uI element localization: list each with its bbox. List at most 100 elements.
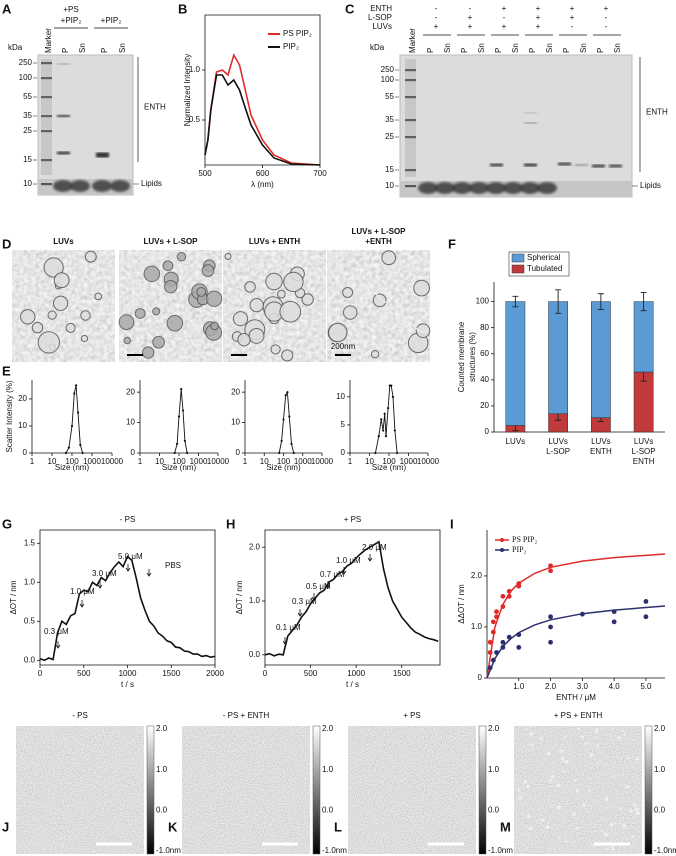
x-axis-label: λ (nm) xyxy=(251,180,274,189)
gel xyxy=(37,54,134,196)
data-point xyxy=(506,634,512,640)
lane-label: P xyxy=(61,48,70,53)
lane-label: P xyxy=(460,48,469,53)
band xyxy=(57,114,70,118)
data-point xyxy=(516,632,522,638)
condition-sign: + xyxy=(604,4,609,13)
annotation-arrowhead xyxy=(125,567,131,572)
x-tick-label: 100 xyxy=(65,457,79,466)
x-tick-label: 100 xyxy=(172,457,186,466)
x-axis-label: Size (nm) xyxy=(266,463,301,472)
vesicle xyxy=(370,349,380,359)
marker-label: 10 xyxy=(23,179,32,188)
marker-band xyxy=(41,159,52,162)
annotation-arrowhead xyxy=(311,596,317,601)
group-label: +PIP₂ xyxy=(61,16,82,25)
afm-speck xyxy=(523,780,528,784)
condition-sign: + xyxy=(536,4,541,13)
afm-speck xyxy=(539,737,543,741)
vesicle xyxy=(118,314,135,331)
data-point xyxy=(490,629,496,635)
marker-band xyxy=(405,169,416,172)
lane-label: P xyxy=(100,48,109,53)
x-tick-label: 100 xyxy=(382,457,396,466)
vesicle xyxy=(20,309,36,325)
vesicle xyxy=(65,322,76,333)
marker-band xyxy=(405,79,416,82)
y-tick-label: 2.0 xyxy=(249,542,261,551)
data-point xyxy=(516,644,522,650)
x-tick-label: 2.0 xyxy=(545,682,557,691)
panel-letter: J xyxy=(2,819,9,834)
marker-smear xyxy=(41,59,52,175)
data-point xyxy=(384,435,388,438)
legend-label: PS PIP₂ xyxy=(512,535,537,544)
data-point xyxy=(500,639,506,645)
vesicle xyxy=(176,251,187,262)
afm-speck xyxy=(518,795,523,800)
data-point xyxy=(76,411,80,414)
y-tick-label: 20 xyxy=(18,394,27,403)
x-tick-label: 10 xyxy=(260,457,269,466)
afm-speck xyxy=(564,759,569,764)
afm-speck xyxy=(625,785,630,789)
band xyxy=(57,151,70,155)
units-label: kDa xyxy=(8,43,23,52)
error-bar xyxy=(597,293,604,310)
afm-speck xyxy=(517,788,521,792)
x-tick-label: 500 xyxy=(77,669,91,678)
panel-letter: G xyxy=(2,516,12,531)
lane-label: Sn xyxy=(78,43,87,53)
x-tick-label: 600 xyxy=(256,169,270,178)
vesicle xyxy=(342,287,354,298)
vesicle xyxy=(248,327,265,344)
vesicle xyxy=(381,250,397,266)
data-point xyxy=(282,418,285,421)
tubule xyxy=(364,291,392,303)
lane-label: P xyxy=(528,48,537,53)
vesicle xyxy=(237,333,251,347)
condition-sign: + xyxy=(570,13,575,22)
vesicle xyxy=(37,331,61,354)
afm-speck xyxy=(619,807,623,811)
data-point xyxy=(490,619,496,625)
vesicle xyxy=(372,293,387,308)
afm-speck xyxy=(575,826,578,830)
y-axis-label: ΔΔOT / nm xyxy=(457,584,466,624)
bar-segment xyxy=(548,301,568,414)
vesicle xyxy=(142,346,155,359)
x-tick-label: 500 xyxy=(304,669,318,678)
chart-title: - PS xyxy=(120,515,136,524)
afm-image xyxy=(182,726,310,854)
afm-speck xyxy=(528,744,531,747)
x-tick-label: 1500 xyxy=(162,669,180,678)
marker-smear xyxy=(405,59,416,177)
afm-speck xyxy=(524,833,527,835)
lipid-band xyxy=(503,182,523,194)
condition-sign: - xyxy=(469,4,472,13)
x-axis-label: t / s xyxy=(346,680,359,689)
colorbar xyxy=(478,725,487,855)
afm-speck xyxy=(594,728,599,733)
data-point xyxy=(487,639,493,645)
marker-label: 35 xyxy=(385,115,394,124)
image-title: LUVs + ENTH xyxy=(249,237,301,246)
x-tick-label: 10 xyxy=(155,457,164,466)
afm-speck xyxy=(622,729,625,733)
x-tick-label: 0 xyxy=(263,669,268,678)
lipid-band xyxy=(520,182,540,194)
group-label: +PS xyxy=(63,5,78,14)
annotation: PBS xyxy=(165,561,181,570)
vesicle xyxy=(43,257,64,278)
data-point xyxy=(506,593,512,599)
marker-band xyxy=(405,119,416,122)
data-point xyxy=(548,639,553,645)
data-point xyxy=(176,442,179,445)
data-point xyxy=(280,439,283,442)
colorbar-label: -1.0nm xyxy=(156,846,181,855)
lane-label: Sn xyxy=(477,43,486,53)
y-tick-label: 1.0 xyxy=(249,596,261,605)
vesicle xyxy=(279,300,302,323)
vesicle xyxy=(134,308,146,319)
